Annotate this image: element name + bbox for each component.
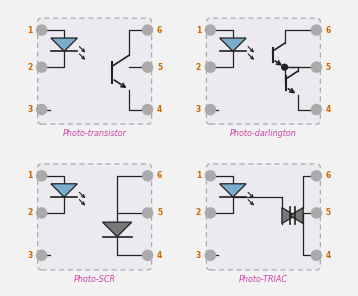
Text: 4: 4	[157, 251, 162, 260]
Polygon shape	[220, 184, 246, 197]
Text: Photo-darlington: Photo-darlington	[230, 129, 297, 138]
Circle shape	[311, 250, 321, 260]
Text: 5: 5	[157, 208, 162, 218]
Circle shape	[205, 104, 216, 115]
Text: 4: 4	[326, 105, 331, 114]
Circle shape	[142, 62, 153, 72]
FancyBboxPatch shape	[207, 164, 320, 270]
Text: 6: 6	[157, 25, 162, 35]
Polygon shape	[220, 38, 246, 51]
Text: 4: 4	[326, 251, 331, 260]
Circle shape	[37, 104, 47, 115]
Text: Photo-SCR: Photo-SCR	[74, 275, 116, 284]
Circle shape	[37, 171, 47, 181]
Text: 1: 1	[196, 171, 201, 180]
Text: 5: 5	[326, 208, 331, 218]
Circle shape	[311, 25, 321, 35]
Polygon shape	[102, 222, 132, 237]
Text: 1: 1	[196, 25, 201, 35]
Text: 6: 6	[157, 171, 162, 180]
Text: 3: 3	[196, 251, 201, 260]
Circle shape	[142, 104, 153, 115]
Circle shape	[205, 62, 216, 72]
Text: 2: 2	[27, 208, 32, 218]
Circle shape	[142, 171, 153, 181]
Circle shape	[311, 208, 321, 218]
Circle shape	[311, 62, 321, 72]
Polygon shape	[282, 207, 295, 223]
Circle shape	[205, 171, 216, 181]
Circle shape	[37, 25, 47, 35]
Text: 3: 3	[27, 251, 32, 260]
Text: 2: 2	[196, 63, 201, 72]
Text: 1: 1	[27, 25, 32, 35]
Text: 2: 2	[196, 208, 201, 218]
FancyBboxPatch shape	[38, 18, 151, 124]
Circle shape	[311, 171, 321, 181]
Circle shape	[37, 250, 47, 260]
Polygon shape	[51, 184, 77, 197]
Text: 6: 6	[326, 25, 331, 35]
Circle shape	[311, 104, 321, 115]
Circle shape	[205, 208, 216, 218]
Text: Photo-TRIAC: Photo-TRIAC	[239, 275, 288, 284]
Circle shape	[37, 62, 47, 72]
FancyBboxPatch shape	[207, 18, 320, 124]
Text: 1: 1	[27, 171, 32, 180]
Text: Photo-transistor: Photo-transistor	[63, 129, 126, 138]
Circle shape	[205, 250, 216, 260]
Text: 3: 3	[196, 105, 201, 114]
Circle shape	[142, 25, 153, 35]
Text: 6: 6	[326, 171, 331, 180]
Polygon shape	[290, 207, 303, 223]
Text: 5: 5	[326, 63, 331, 72]
Circle shape	[142, 250, 153, 260]
FancyBboxPatch shape	[38, 164, 151, 270]
Text: 3: 3	[27, 105, 32, 114]
Circle shape	[142, 208, 153, 218]
Circle shape	[205, 25, 216, 35]
Text: 5: 5	[157, 63, 162, 72]
Text: 4: 4	[157, 105, 162, 114]
Circle shape	[37, 208, 47, 218]
Polygon shape	[51, 38, 77, 51]
Text: 2: 2	[27, 63, 32, 72]
Circle shape	[282, 64, 287, 70]
